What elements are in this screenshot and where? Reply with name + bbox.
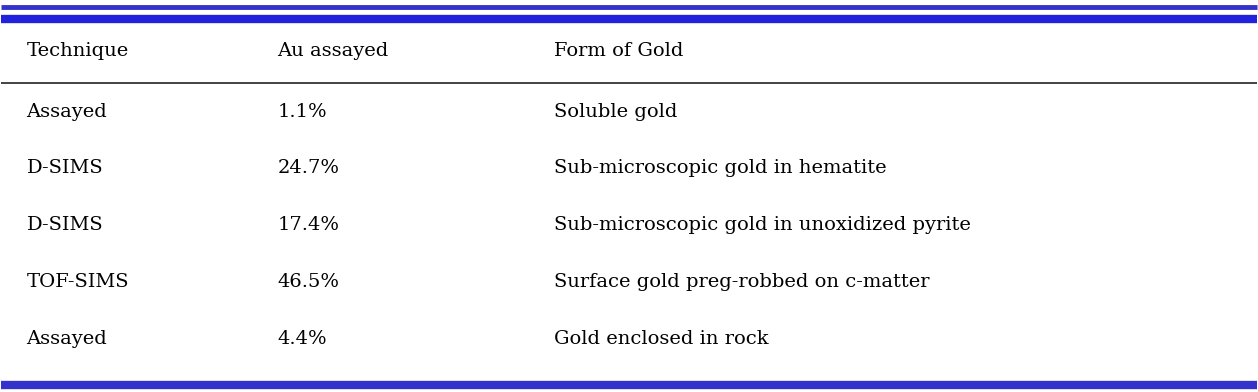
- Text: 46.5%: 46.5%: [278, 273, 340, 291]
- Text: 24.7%: 24.7%: [278, 160, 340, 177]
- Text: 1.1%: 1.1%: [278, 103, 327, 120]
- Text: 4.4%: 4.4%: [278, 330, 327, 348]
- Text: Gold enclosed in rock: Gold enclosed in rock: [554, 330, 769, 348]
- Text: TOF-SIMS: TOF-SIMS: [26, 273, 130, 291]
- Text: Assayed: Assayed: [26, 103, 107, 120]
- Text: Au assayed: Au assayed: [278, 42, 389, 60]
- Text: Sub-microscopic gold in hematite: Sub-microscopic gold in hematite: [554, 160, 887, 177]
- Text: Assayed: Assayed: [26, 330, 107, 348]
- Text: D-SIMS: D-SIMS: [26, 160, 103, 177]
- Text: Technique: Technique: [26, 42, 128, 60]
- Text: Sub-microscopic gold in unoxidized pyrite: Sub-microscopic gold in unoxidized pyrit…: [554, 216, 971, 234]
- Text: D-SIMS: D-SIMS: [26, 216, 103, 234]
- Text: Surface gold preg-robbed on c-matter: Surface gold preg-robbed on c-matter: [554, 273, 930, 291]
- Text: 17.4%: 17.4%: [278, 216, 340, 234]
- Text: Form of Gold: Form of Gold: [554, 42, 683, 60]
- Text: Soluble gold: Soluble gold: [554, 103, 677, 120]
